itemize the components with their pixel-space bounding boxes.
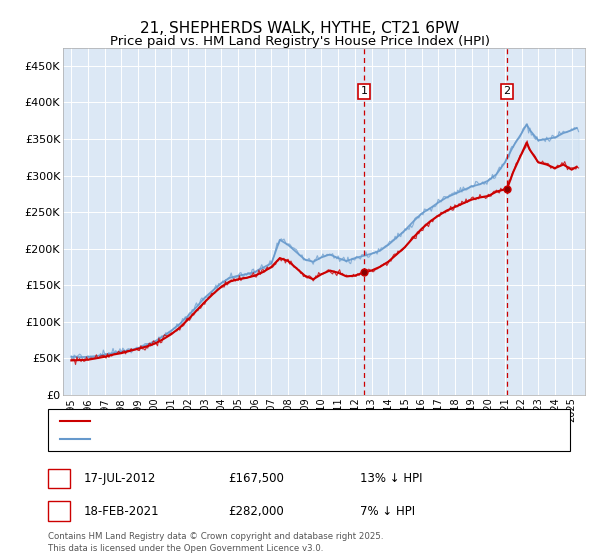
Text: 2: 2	[55, 506, 62, 516]
Text: HPI: Average price, semi-detached house, Folkestone and Hythe: HPI: Average price, semi-detached house,…	[96, 435, 431, 445]
Text: Contains HM Land Registry data © Crown copyright and database right 2025.
This d: Contains HM Land Registry data © Crown c…	[48, 532, 383, 553]
Text: 18-FEB-2021: 18-FEB-2021	[84, 505, 160, 518]
Text: 7% ↓ HPI: 7% ↓ HPI	[360, 505, 415, 518]
Text: 1: 1	[55, 474, 62, 484]
Text: 1: 1	[361, 86, 367, 96]
Text: 17-JUL-2012: 17-JUL-2012	[84, 472, 157, 486]
Text: £282,000: £282,000	[228, 505, 284, 518]
Text: 21, SHEPHERDS WALK, HYTHE, CT21 6PW: 21, SHEPHERDS WALK, HYTHE, CT21 6PW	[140, 21, 460, 36]
Text: 21, SHEPHERDS WALK, HYTHE, CT21 6PW (semi-detached house): 21, SHEPHERDS WALK, HYTHE, CT21 6PW (sem…	[96, 416, 436, 426]
Text: £167,500: £167,500	[228, 472, 284, 486]
Text: Price paid vs. HM Land Registry's House Price Index (HPI): Price paid vs. HM Land Registry's House …	[110, 35, 490, 48]
Text: 13% ↓ HPI: 13% ↓ HPI	[360, 472, 422, 486]
Text: 2: 2	[503, 86, 511, 96]
